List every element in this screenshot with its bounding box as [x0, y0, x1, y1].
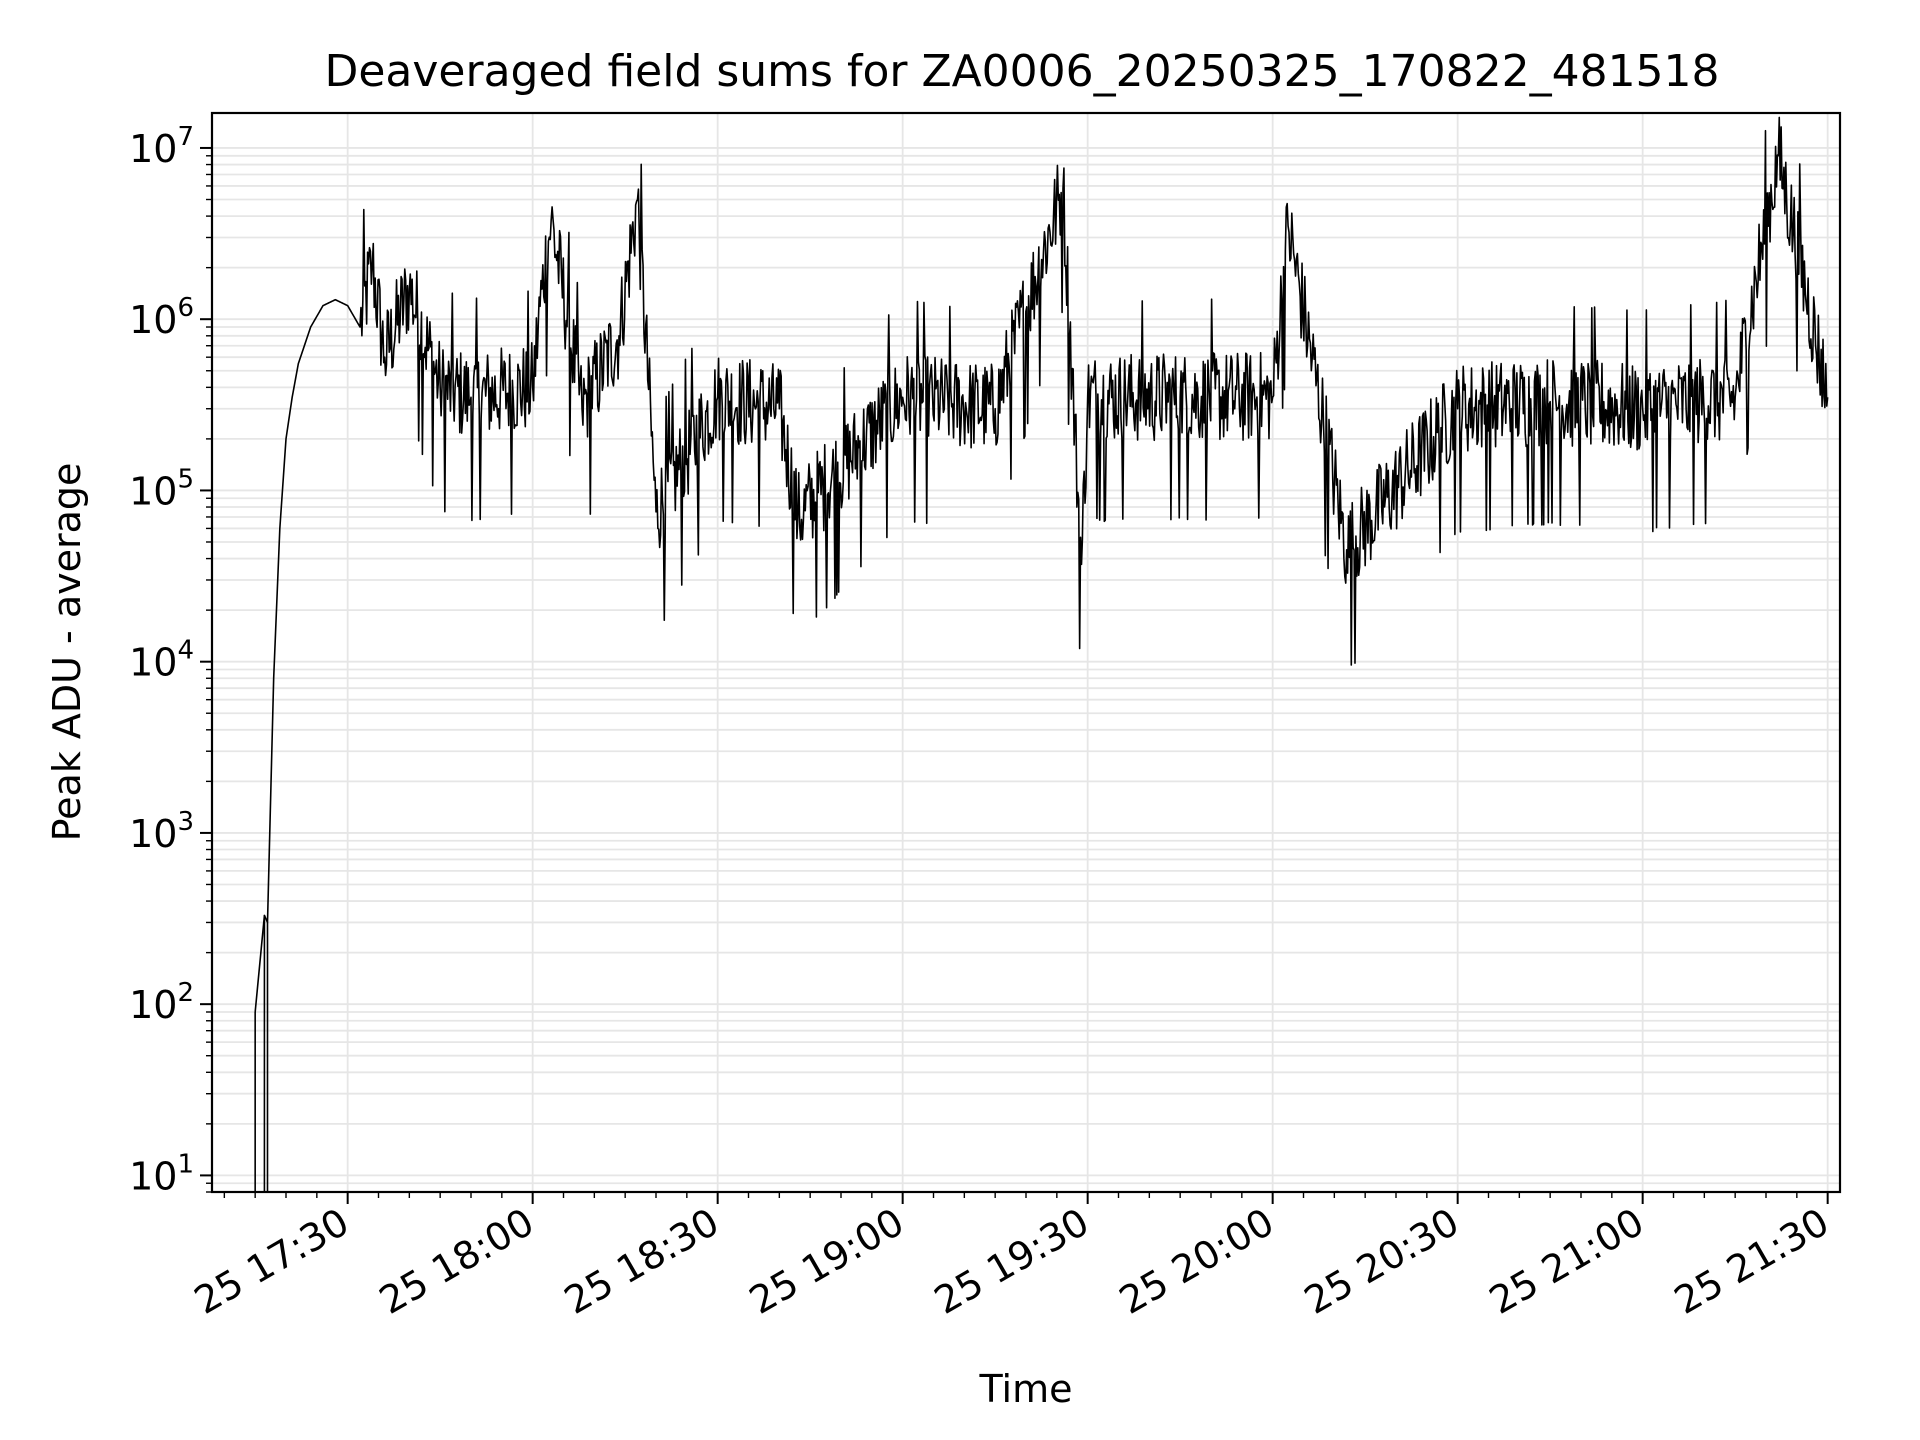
y-tick-label: 105 — [129, 464, 194, 513]
x-tick-label: 25 19:00 — [742, 1200, 911, 1323]
y-tick-label: 102 — [129, 978, 194, 1027]
y-tick-label: 103 — [129, 807, 194, 856]
x-tick-label: 25 21:00 — [1482, 1200, 1651, 1323]
x-axis: 25 17:30 25 18:00 25 18:30 25 19:00 25 19:30… — [187, 1192, 1836, 1323]
y-tick-label: 101 — [129, 1149, 194, 1198]
x-tick-label: 25 19:30 — [927, 1200, 1096, 1323]
x-tick-label: 25 17:30 — [187, 1200, 356, 1323]
x-tick-label: 25 20:30 — [1297, 1200, 1466, 1323]
x-tick-label: 25 18:30 — [557, 1200, 726, 1323]
x-tick-label: 25 20:00 — [1112, 1200, 1281, 1323]
x-tick-label: 25 18:00 — [372, 1200, 541, 1323]
y-axis-title: Peak ADU - average — [45, 463, 89, 842]
series-layer — [254, 116, 1829, 1192]
series-line — [254, 116, 1829, 1013]
chart-title: Deaveraged field sums for ZA0006_2025032… — [324, 46, 1719, 97]
y-axis: 101 102 103 104 105 106 107 — [129, 122, 212, 1198]
x-tick-label: 25 21:30 — [1667, 1200, 1836, 1323]
y-tick-label: 106 — [129, 293, 194, 342]
grid-lines — [212, 113, 1840, 1192]
y-tick-label: 107 — [129, 122, 194, 171]
x-axis-title: Time — [979, 1367, 1073, 1411]
y-tick-label: 104 — [129, 636, 194, 685]
